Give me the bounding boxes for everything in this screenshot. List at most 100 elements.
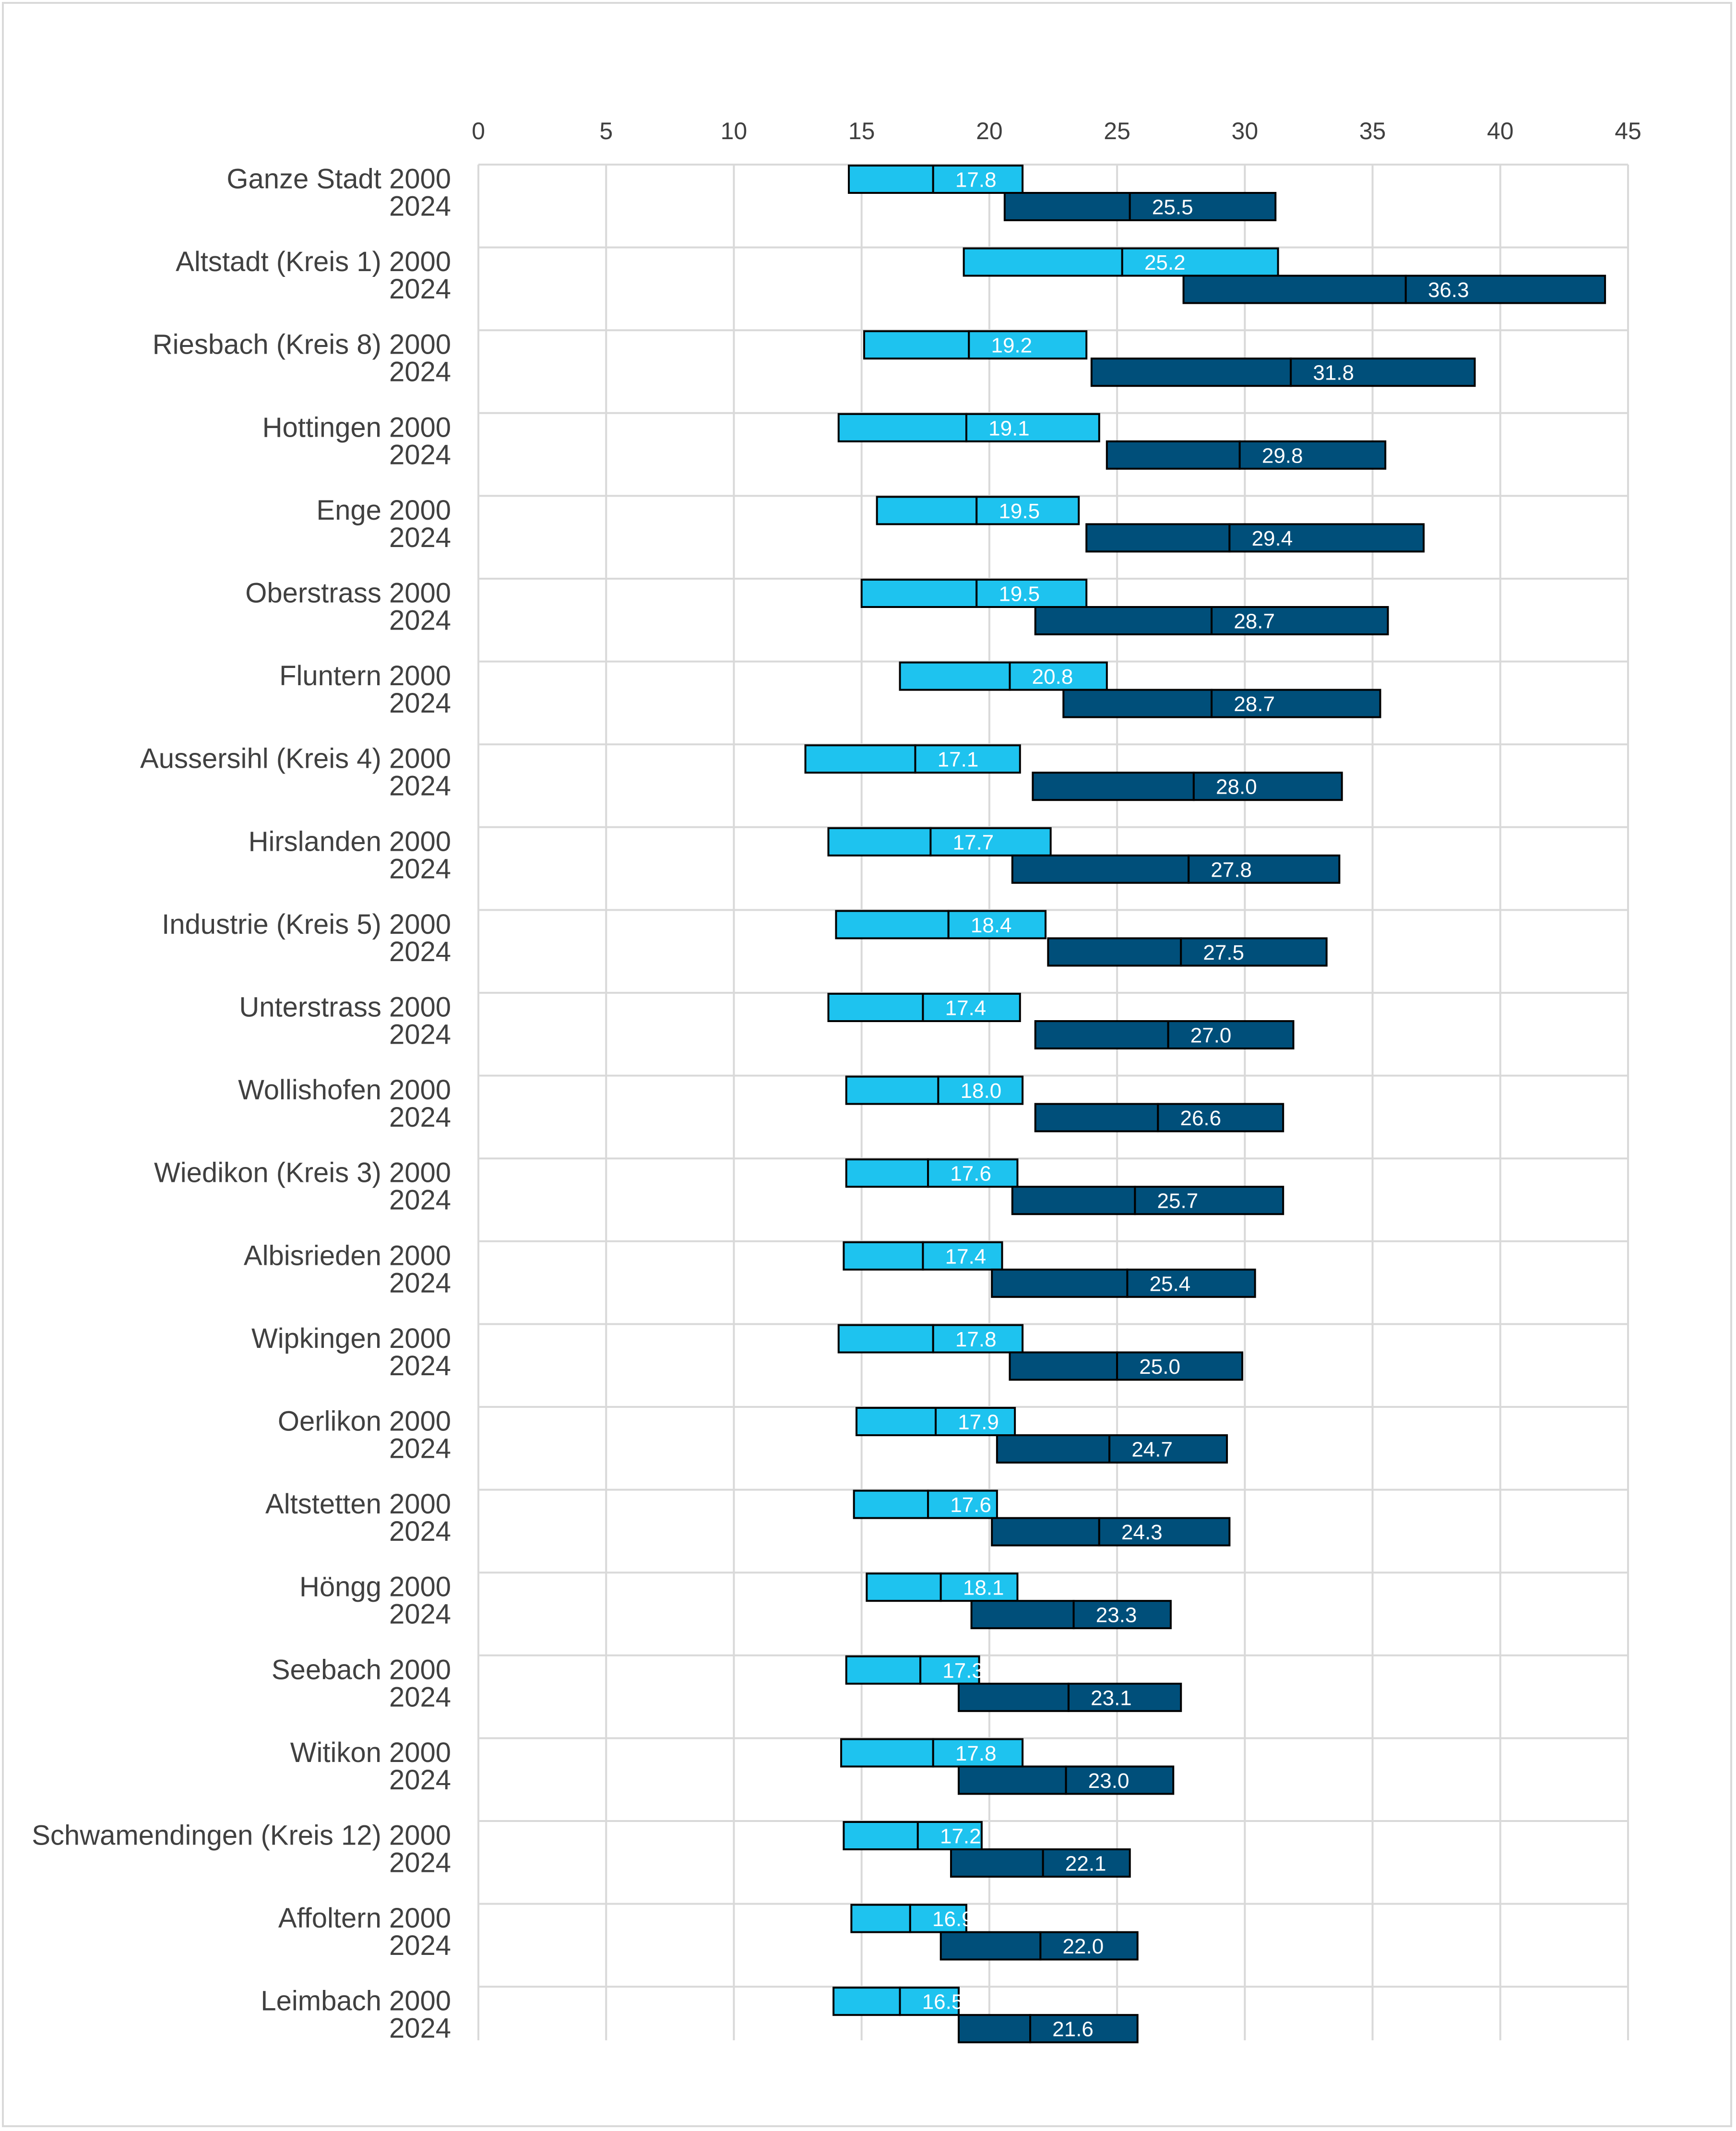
x-tick-label: 15: [848, 118, 875, 144]
category-label: Höngg 2000: [299, 1571, 451, 1603]
year-label: 2024: [389, 1847, 451, 1879]
median-value-label: 28.0: [1216, 775, 1257, 799]
year-label: 2024: [389, 936, 451, 967]
bar-2000-lower: [840, 1738, 934, 1768]
bar-2000-upper: [1121, 247, 1279, 277]
year-label: 2024: [389, 522, 451, 553]
bar-2024-upper: [1042, 1848, 1131, 1878]
bar-2000-lower: [876, 496, 978, 525]
median-value-label: 16.5: [922, 1990, 963, 2014]
year-label: 2024: [389, 1599, 451, 1630]
median-value-label: 18.4: [971, 914, 1012, 937]
x-tick-label: 30: [1232, 118, 1259, 144]
bar-2024-upper: [1126, 1268, 1256, 1298]
median-value-label: 27.8: [1211, 858, 1252, 881]
year-label: 2024: [389, 1350, 451, 1381]
year-label: 2024: [389, 688, 451, 719]
year-label: 2024: [389, 771, 451, 802]
x-tick-label: 40: [1487, 118, 1514, 144]
bar-2000-lower: [837, 1324, 934, 1354]
year-label: 2024: [389, 1764, 451, 1796]
bar-2024-upper: [1180, 937, 1328, 967]
bar-2000-lower: [860, 579, 978, 608]
median-value-label: 17.6: [950, 1493, 991, 1517]
category-label: Riesbach (Kreis 8) 2000: [153, 329, 451, 360]
bar-2000-upper: [916, 1821, 983, 1850]
year-label: 2024: [389, 2013, 451, 2044]
year-label: 2024: [389, 274, 451, 305]
year-label: 2024: [389, 605, 451, 636]
bar-2024-lower: [1090, 357, 1292, 387]
bar-2000-upper: [922, 1241, 1003, 1271]
bar-2024-lower: [957, 1765, 1067, 1795]
bar-2024-upper: [1211, 689, 1381, 718]
median-value-label: 29.8: [1262, 444, 1303, 467]
bar-2024-lower: [1062, 689, 1213, 718]
category-label: Wollishofen 2000: [238, 1074, 451, 1106]
bar-2024-upper: [1134, 1186, 1284, 1215]
category-label: Oberstrass 2000: [245, 578, 451, 609]
year-label: 2024: [389, 1433, 451, 1464]
median-value-label: 17.7: [953, 831, 994, 854]
bar-2024-upper: [1228, 523, 1425, 553]
median-value-label: 24.7: [1131, 1438, 1173, 1462]
bar-2024-lower: [1009, 1351, 1118, 1381]
category-label: Witikon 2000: [290, 1737, 451, 1768]
bar-2000-upper: [914, 744, 1021, 774]
bar-2024-upper: [1116, 1351, 1244, 1381]
bar-2024-lower: [970, 1600, 1075, 1630]
bar-2024-upper: [1098, 1517, 1231, 1547]
median-value-label: 22.0: [1063, 1935, 1104, 1958]
category-label: Hirslanden 2000: [249, 826, 451, 857]
bar-2024-lower: [991, 1268, 1129, 1298]
bar-2024-lower: [1034, 606, 1213, 635]
x-tick-label: 25: [1104, 118, 1130, 144]
bar-2000-lower: [804, 744, 916, 774]
median-value-label: 17.8: [955, 1328, 997, 1351]
median-value-label: 27.0: [1190, 1024, 1232, 1048]
bar-2000-upper: [965, 413, 1100, 442]
category-label: Aussersihl (Kreis 4) 2000: [140, 743, 451, 774]
category-label: Wipkingen 2000: [251, 1323, 451, 1354]
median-value-label: 31.8: [1313, 361, 1354, 385]
category-label: Seebach 2000: [272, 1654, 451, 1685]
x-axis-tick-labels: 0 5 10 15 20 25 30 35 40 45: [472, 118, 1641, 144]
median-value-label: 21.6: [1052, 2018, 1094, 2041]
bar-2000-lower: [845, 1075, 939, 1105]
median-value-label: 23.3: [1096, 1604, 1137, 1627]
median-value-label: 17.4: [945, 1245, 987, 1268]
category-label: Oerlikon 2000: [278, 1406, 451, 1437]
bar-2000-upper: [932, 1324, 1024, 1354]
bar-2024-upper: [1188, 854, 1341, 884]
median-value-label: 23.0: [1088, 1769, 1130, 1793]
bar-2000-upper: [935, 1407, 1016, 1436]
year-label: 2024: [389, 1516, 451, 1547]
bar-2000-upper: [1009, 661, 1108, 691]
bar-2024-upper: [1404, 274, 1606, 304]
bar-2000-lower: [848, 165, 934, 194]
median-value-label: 17.6: [950, 1162, 991, 1186]
year-label: 2024: [389, 1185, 451, 1216]
bar-2000-upper: [927, 1158, 1019, 1188]
median-value-label: 16.9: [932, 1907, 974, 1931]
bar-2024-upper: [1072, 1600, 1172, 1630]
x-tick-label: 35: [1359, 118, 1386, 144]
median-value-label: 20.8: [1032, 665, 1073, 689]
median-value-label: 19.2: [991, 334, 1032, 357]
bar-2000-upper: [927, 1489, 998, 1519]
bar-2024-lower: [1034, 1020, 1169, 1049]
category-label: Unterstrass 2000: [239, 992, 451, 1023]
median-value-label: 18.1: [963, 1576, 1004, 1600]
median-value-label: 25.4: [1150, 1272, 1191, 1296]
median-value-label: 28.7: [1234, 610, 1275, 633]
category-label: Leimbach 2000: [261, 1986, 451, 2017]
bar-2000-lower: [850, 1904, 911, 1933]
median-value-label: 29.4: [1252, 527, 1293, 550]
grid-lines: [477, 164, 1629, 2040]
bar-2024-upper: [1108, 1434, 1228, 1464]
x-tick-label: 10: [721, 118, 748, 144]
bar-2024-upper: [1238, 440, 1387, 470]
median-value-label: 26.6: [1180, 1107, 1221, 1130]
